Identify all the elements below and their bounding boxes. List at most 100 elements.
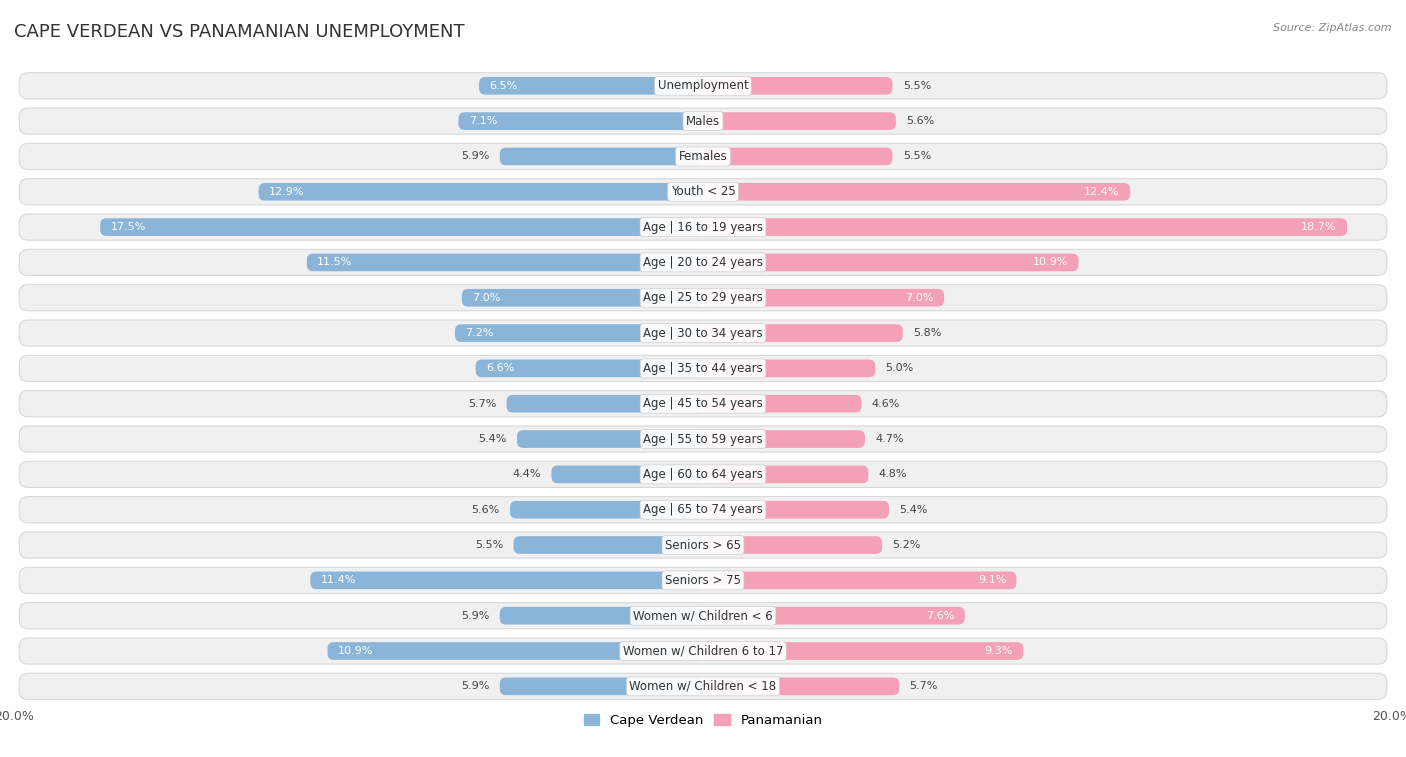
FancyBboxPatch shape — [510, 501, 703, 519]
FancyBboxPatch shape — [20, 285, 1386, 311]
FancyBboxPatch shape — [311, 572, 703, 589]
FancyBboxPatch shape — [517, 430, 703, 448]
FancyBboxPatch shape — [20, 214, 1386, 240]
Text: 18.7%: 18.7% — [1302, 222, 1337, 232]
FancyBboxPatch shape — [703, 642, 1024, 660]
FancyBboxPatch shape — [479, 77, 703, 95]
Text: 5.6%: 5.6% — [471, 505, 499, 515]
FancyBboxPatch shape — [551, 466, 703, 483]
FancyBboxPatch shape — [499, 148, 703, 165]
FancyBboxPatch shape — [703, 218, 1347, 236]
FancyBboxPatch shape — [20, 73, 1386, 99]
Text: Women w/ Children 6 to 17: Women w/ Children 6 to 17 — [623, 644, 783, 658]
Text: 10.9%: 10.9% — [1033, 257, 1069, 267]
Text: 6.6%: 6.6% — [486, 363, 515, 373]
FancyBboxPatch shape — [703, 148, 893, 165]
FancyBboxPatch shape — [458, 112, 703, 130]
Text: Age | 35 to 44 years: Age | 35 to 44 years — [643, 362, 763, 375]
Text: Youth < 25: Youth < 25 — [671, 185, 735, 198]
FancyBboxPatch shape — [703, 112, 896, 130]
Text: 5.5%: 5.5% — [903, 151, 931, 161]
FancyBboxPatch shape — [499, 678, 703, 695]
FancyBboxPatch shape — [20, 673, 1386, 699]
Text: 5.9%: 5.9% — [461, 151, 489, 161]
Text: 4.4%: 4.4% — [513, 469, 541, 479]
Text: Age | 30 to 34 years: Age | 30 to 34 years — [643, 326, 763, 340]
Text: 12.9%: 12.9% — [269, 187, 305, 197]
FancyBboxPatch shape — [461, 289, 703, 307]
FancyBboxPatch shape — [703, 536, 882, 554]
FancyBboxPatch shape — [506, 395, 703, 413]
Text: 9.1%: 9.1% — [977, 575, 1007, 585]
Text: 5.2%: 5.2% — [893, 540, 921, 550]
Text: Age | 16 to 19 years: Age | 16 to 19 years — [643, 220, 763, 234]
FancyBboxPatch shape — [328, 642, 703, 660]
FancyBboxPatch shape — [20, 567, 1386, 593]
FancyBboxPatch shape — [499, 607, 703, 625]
Text: 5.0%: 5.0% — [886, 363, 914, 373]
FancyBboxPatch shape — [20, 391, 1386, 417]
FancyBboxPatch shape — [703, 254, 1078, 271]
FancyBboxPatch shape — [703, 289, 945, 307]
FancyBboxPatch shape — [703, 607, 965, 625]
Text: 4.7%: 4.7% — [875, 434, 904, 444]
Text: 5.6%: 5.6% — [907, 116, 935, 126]
Text: Seniors > 65: Seniors > 65 — [665, 538, 741, 552]
Text: 5.4%: 5.4% — [478, 434, 506, 444]
Text: 7.6%: 7.6% — [927, 611, 955, 621]
FancyBboxPatch shape — [259, 183, 703, 201]
FancyBboxPatch shape — [20, 320, 1386, 346]
Text: 5.9%: 5.9% — [461, 681, 489, 691]
Text: 5.7%: 5.7% — [468, 399, 496, 409]
FancyBboxPatch shape — [20, 603, 1386, 629]
Text: Seniors > 75: Seniors > 75 — [665, 574, 741, 587]
FancyBboxPatch shape — [703, 678, 900, 695]
Text: 4.6%: 4.6% — [872, 399, 900, 409]
FancyBboxPatch shape — [703, 183, 1130, 201]
Text: Age | 60 to 64 years: Age | 60 to 64 years — [643, 468, 763, 481]
Text: 5.8%: 5.8% — [912, 328, 942, 338]
FancyBboxPatch shape — [703, 324, 903, 342]
Text: Age | 25 to 29 years: Age | 25 to 29 years — [643, 291, 763, 304]
FancyBboxPatch shape — [307, 254, 703, 271]
FancyBboxPatch shape — [20, 143, 1386, 170]
Text: 5.9%: 5.9% — [461, 611, 489, 621]
Text: Age | 65 to 74 years: Age | 65 to 74 years — [643, 503, 763, 516]
Text: Age | 20 to 24 years: Age | 20 to 24 years — [643, 256, 763, 269]
Text: Source: ZipAtlas.com: Source: ZipAtlas.com — [1274, 23, 1392, 33]
Text: 7.2%: 7.2% — [465, 328, 494, 338]
FancyBboxPatch shape — [703, 360, 875, 377]
FancyBboxPatch shape — [703, 501, 889, 519]
Legend: Cape Verdean, Panamanian: Cape Verdean, Panamanian — [578, 709, 828, 732]
Text: 7.1%: 7.1% — [468, 116, 498, 126]
FancyBboxPatch shape — [513, 536, 703, 554]
Text: Males: Males — [686, 114, 720, 128]
Text: 5.7%: 5.7% — [910, 681, 938, 691]
FancyBboxPatch shape — [703, 77, 893, 95]
Text: Unemployment: Unemployment — [658, 79, 748, 92]
FancyBboxPatch shape — [20, 638, 1386, 664]
Text: Age | 45 to 54 years: Age | 45 to 54 years — [643, 397, 763, 410]
Text: 12.4%: 12.4% — [1084, 187, 1119, 197]
FancyBboxPatch shape — [20, 179, 1386, 205]
FancyBboxPatch shape — [20, 249, 1386, 276]
Text: 5.5%: 5.5% — [475, 540, 503, 550]
FancyBboxPatch shape — [475, 360, 703, 377]
Text: 5.5%: 5.5% — [903, 81, 931, 91]
Text: 11.4%: 11.4% — [321, 575, 356, 585]
FancyBboxPatch shape — [100, 218, 703, 236]
Text: Age | 55 to 59 years: Age | 55 to 59 years — [643, 432, 763, 446]
Text: 6.5%: 6.5% — [489, 81, 517, 91]
FancyBboxPatch shape — [20, 426, 1386, 452]
FancyBboxPatch shape — [20, 355, 1386, 382]
FancyBboxPatch shape — [20, 108, 1386, 134]
FancyBboxPatch shape — [703, 466, 869, 483]
Text: 11.5%: 11.5% — [318, 257, 353, 267]
Text: CAPE VERDEAN VS PANAMANIAN UNEMPLOYMENT: CAPE VERDEAN VS PANAMANIAN UNEMPLOYMENT — [14, 23, 465, 41]
Text: 7.0%: 7.0% — [472, 293, 501, 303]
FancyBboxPatch shape — [703, 572, 1017, 589]
Text: 7.0%: 7.0% — [905, 293, 934, 303]
FancyBboxPatch shape — [20, 497, 1386, 523]
FancyBboxPatch shape — [703, 430, 865, 448]
Text: Females: Females — [679, 150, 727, 163]
